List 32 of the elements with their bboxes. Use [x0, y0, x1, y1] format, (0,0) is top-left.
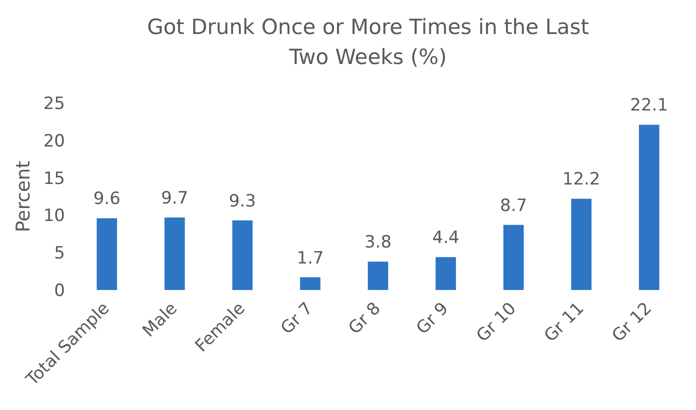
bar [503, 224, 524, 290]
y-tick-label: 5 [54, 244, 65, 264]
x-tick-label: Gr 10 [472, 298, 520, 346]
data-label: 1.7 [296, 248, 324, 268]
x-tick-label: Gr 8 [344, 298, 385, 339]
x-tick-label: Gr 7 [277, 298, 318, 339]
bar [164, 217, 185, 290]
y-axis-title: Percent [12, 160, 35, 232]
chart-title: Got Drunk Once or More Times in the Last Two Weeks (%) [146, 14, 590, 71]
bar [96, 218, 118, 290]
y-tick-label: 25 [43, 94, 65, 114]
data-label: 4.4 [432, 228, 460, 248]
x-tick-label: Gr 11 [540, 298, 588, 346]
bar [232, 220, 253, 290]
data-label: 22.1 [630, 96, 668, 116]
bar [436, 257, 456, 290]
bar [638, 124, 660, 290]
data-label: 12.2 [562, 170, 600, 190]
bar [571, 198, 592, 290]
y-tick-label: 0 [54, 281, 65, 302]
data-label: 9.7 [161, 188, 188, 208]
data-label: 9.3 [228, 191, 256, 212]
bar [300, 277, 320, 290]
data-label: 9.6 [93, 189, 120, 210]
bar [368, 262, 388, 290]
y-tick-label: 20 [43, 131, 65, 152]
data-label: 3.8 [364, 232, 392, 253]
x-tick-label: Gr 12 [608, 298, 656, 346]
y-tick-label: 10 [43, 206, 65, 226]
x-tick-label: Gr 9 [412, 298, 453, 339]
y-tick-label: 15 [43, 168, 65, 189]
data-label: 8.7 [500, 196, 528, 216]
